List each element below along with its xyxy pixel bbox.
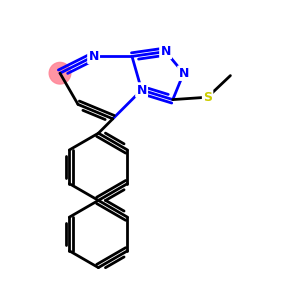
Text: N: N xyxy=(88,50,99,63)
Text: N: N xyxy=(136,83,147,97)
Circle shape xyxy=(49,62,71,84)
Text: N: N xyxy=(160,45,171,58)
Text: N: N xyxy=(178,67,189,80)
Text: S: S xyxy=(203,91,212,104)
